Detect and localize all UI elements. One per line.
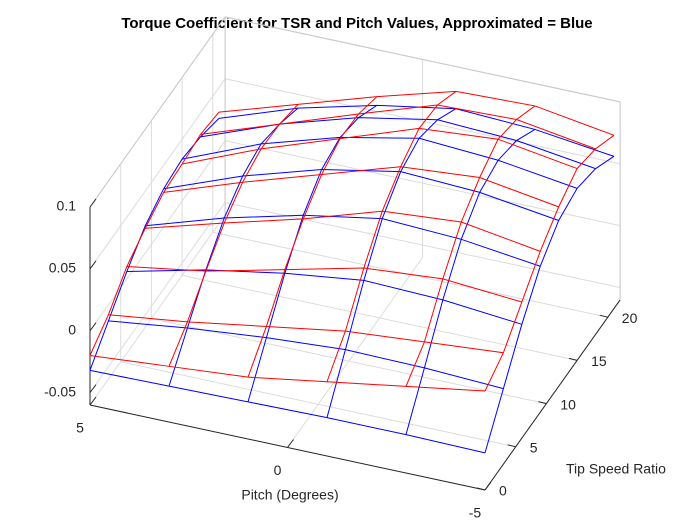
x-tick bbox=[484, 481, 492, 491]
y-tick bbox=[476, 487, 486, 491]
z-tick bbox=[89, 322, 97, 332]
z-tick-label: 0.1 bbox=[57, 198, 77, 214]
mesh-line bbox=[200, 104, 596, 150]
y-tick bbox=[599, 314, 608, 318]
mesh-line bbox=[163, 166, 559, 208]
mesh-line bbox=[247, 96, 378, 378]
y-tick-label: 10 bbox=[560, 396, 576, 412]
mesh-line bbox=[89, 355, 486, 392]
z-tick bbox=[89, 260, 97, 270]
mesh-line bbox=[182, 127, 578, 170]
y-grid-line bbox=[120, 361, 516, 448]
y-tick-label: 20 bbox=[622, 310, 638, 326]
y-grid-line bbox=[151, 318, 547, 405]
x-grid-line bbox=[89, 214, 226, 406]
z-grid-line bbox=[89, 202, 226, 393]
mesh-line bbox=[326, 108, 457, 418]
chart-title: Torque Coefficient for TSR and Pitch Val… bbox=[121, 15, 592, 32]
x-tick bbox=[287, 439, 294, 448]
mesh-line bbox=[182, 136, 578, 189]
z-tick bbox=[89, 198, 97, 208]
y-tick-label: 5 bbox=[530, 440, 538, 456]
z-grid-line bbox=[89, 140, 226, 332]
y-tick bbox=[538, 401, 547, 405]
mesh-line bbox=[145, 214, 541, 267]
z-tick-label: 0 bbox=[68, 321, 76, 337]
mesh-line bbox=[484, 155, 615, 454]
mesh-line bbox=[89, 118, 220, 371]
z-grid-line bbox=[89, 78, 226, 270]
mesh-line bbox=[405, 105, 536, 387]
mesh-line bbox=[108, 314, 504, 354]
y-axis-label: Tip Speed Ratio bbox=[566, 461, 666, 477]
mesh-line bbox=[218, 90, 615, 136]
y-tick bbox=[568, 357, 578, 361]
x-axis-label: Pitch (Degrees) bbox=[241, 487, 338, 503]
y-tick-label: 15 bbox=[591, 353, 607, 369]
mesh-line bbox=[89, 369, 486, 454]
mesh-line bbox=[89, 111, 220, 356]
mesh-line bbox=[484, 134, 615, 392]
mesh-line bbox=[326, 91, 457, 382]
x-tick bbox=[89, 396, 97, 406]
x-tick-label: 0 bbox=[274, 462, 282, 478]
mesh-line bbox=[108, 320, 504, 390]
x-tick-label: -5 bbox=[469, 505, 482, 521]
z-tick bbox=[89, 384, 97, 393]
y-tick bbox=[507, 444, 516, 448]
x-tick-label: 5 bbox=[76, 420, 84, 436]
z-tick-label: -0.05 bbox=[44, 383, 76, 399]
mesh-line bbox=[168, 104, 299, 367]
z-tick-label: 0.05 bbox=[49, 260, 76, 276]
y-axis bbox=[484, 299, 621, 491]
mesh-line bbox=[405, 129, 536, 435]
box-edge bbox=[89, 16, 226, 208]
y-tick-label: 0 bbox=[499, 483, 507, 499]
mesh-line bbox=[145, 210, 541, 252]
y-grid-line bbox=[181, 274, 578, 361]
box-edge bbox=[224, 16, 621, 103]
mesh-line bbox=[126, 266, 522, 303]
